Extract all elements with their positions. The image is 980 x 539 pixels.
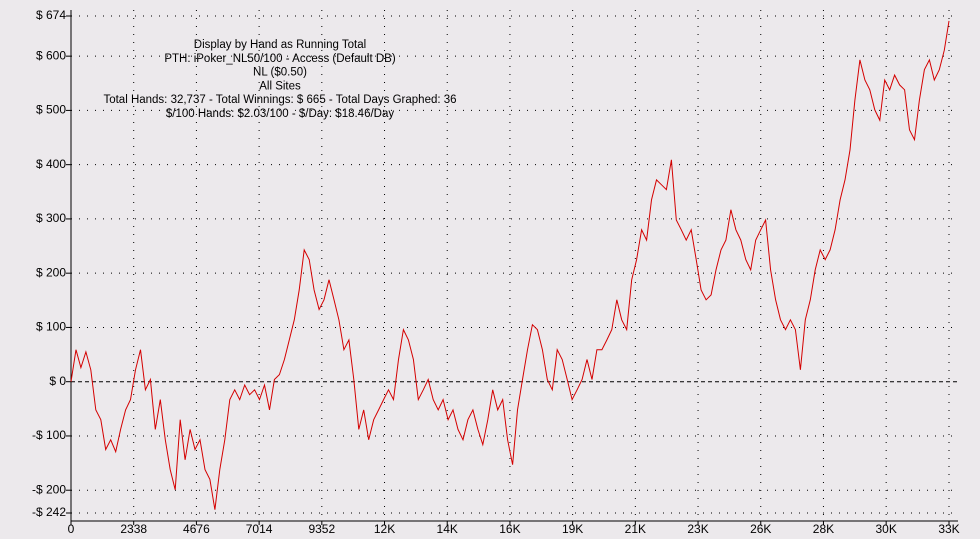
y-tick-label: $ 200: [36, 265, 66, 279]
x-tick-label: 23K: [687, 522, 708, 536]
x-tick-label: 21K: [625, 522, 646, 536]
data-line: [70, 20, 950, 510]
y-tick-label: $ 0: [49, 374, 66, 388]
annotation: NL ($0.50): [253, 67, 307, 79]
x-tick-label: 12K: [374, 522, 395, 536]
x-tick-label: 30K: [875, 522, 896, 536]
x-tick-label: 2338: [120, 522, 147, 536]
y-tick-label: -$ 100: [32, 428, 66, 442]
x-tick-label: 9352: [308, 522, 335, 536]
x-tick-label: 26K: [750, 522, 771, 536]
annotation: $/100 Hands: $2.03/100 - $/Day: $18.46/D…: [166, 108, 394, 120]
y-tick-label: $ 674: [36, 8, 66, 22]
annotation: Total Hands: 32,737 - Total Winnings: $ …: [103, 94, 456, 106]
x-tick-label: 14K: [437, 522, 458, 536]
x-tick-label: 4676: [183, 522, 210, 536]
x-tick-label: 33K: [938, 522, 959, 536]
annotation: All Sites: [259, 80, 301, 92]
y-tick-label: $ 300: [36, 211, 66, 225]
annotation: PTH: iPoker_NL50/100 - Access (Default D…: [164, 53, 396, 65]
annotation: Display by Hand as Running Total: [194, 39, 366, 51]
y-tick-label: $ 500: [36, 103, 66, 117]
x-tick-label: 28K: [813, 522, 834, 536]
x-tick-label: 16K: [499, 522, 520, 536]
y-tick-label: -$ 200: [32, 482, 66, 496]
y-tick-label: $ 100: [36, 320, 66, 334]
x-tick-label: 7014: [246, 522, 273, 536]
y-tick-label: $ 600: [36, 48, 66, 62]
x-tick-label: 0: [68, 522, 75, 536]
y-tick-label: -$ 242: [32, 505, 66, 519]
y-tick-label: $ 400: [36, 157, 66, 171]
x-tick-label: 19K: [562, 522, 583, 536]
